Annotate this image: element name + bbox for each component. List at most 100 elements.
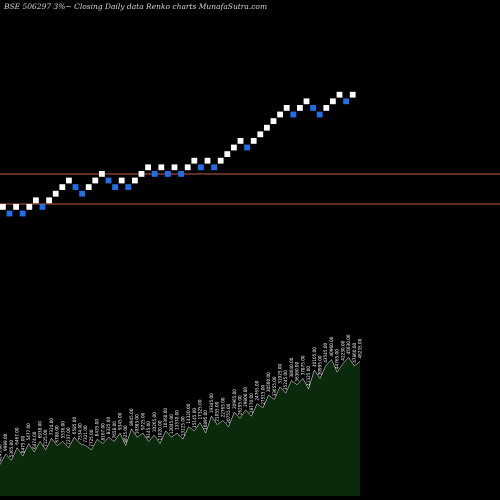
volume-label: 7725.00 <box>89 429 94 447</box>
volume-label: 16895.00 <box>203 410 208 430</box>
renko-brick-up <box>270 118 277 124</box>
volume-label: 45630.00 <box>346 334 351 354</box>
volume-label: 15145.00 <box>192 408 197 428</box>
volume-label: 31925.00 <box>278 363 283 383</box>
volume-label: 40105.00 <box>312 347 317 367</box>
renko-brick-up <box>330 98 336 105</box>
volume-label: 43545.00 <box>323 342 328 362</box>
renko-brick-up <box>66 177 72 184</box>
volume-label: 30560.00 <box>266 372 271 392</box>
renko-brick-up <box>224 151 231 157</box>
renko-brick-down <box>165 171 171 177</box>
renko-brick-up <box>118 177 125 184</box>
volume-label: 7125.00 <box>43 429 48 447</box>
volume-label: 37875.00 <box>300 355 305 375</box>
volume-label: 46235.00 <box>358 338 363 358</box>
renko-brick-up <box>85 184 92 190</box>
renko-brick-down <box>316 111 323 118</box>
renko-brick-up <box>297 105 303 111</box>
renko-brick-down <box>19 210 26 217</box>
renko-brick-up <box>33 197 39 204</box>
volume-label: 7534.00 <box>78 423 83 441</box>
renko-brick-up <box>132 177 138 184</box>
renko-brick-down <box>244 144 250 151</box>
volume-label: 7321.00 <box>83 425 88 443</box>
volume-label: 42230.00 <box>340 340 345 360</box>
renko-brick-down <box>6 210 13 217</box>
renko-brick-up <box>92 177 99 184</box>
volume-label: 8625.00 <box>123 425 128 443</box>
renko-brick-up <box>52 190 59 197</box>
volume-label: 4245.00 <box>0 444 3 462</box>
volume-label: 8167.00 <box>100 423 105 441</box>
volume-label: 33655.00 <box>272 376 277 396</box>
volume-label: 39995.00 <box>318 355 323 375</box>
volume-label: 9345.00 <box>118 412 123 430</box>
renko-brick-down <box>39 204 46 210</box>
renko-brick-down <box>343 98 349 105</box>
volume-label: 7237.00 <box>66 427 71 445</box>
volume-label: 35245.00 <box>283 370 288 390</box>
renko-brick-up <box>0 204 6 210</box>
renko-brick-down <box>112 184 118 190</box>
volume-label: 10360.00 <box>163 408 168 428</box>
renko-brick-up <box>59 184 66 190</box>
volume-label: 24765.00 <box>255 380 260 400</box>
volume-label: 6938.00 <box>38 421 43 439</box>
renko-brick-down <box>290 111 297 118</box>
renko-brick-up <box>46 197 52 204</box>
volume-label: 13125.00 <box>180 416 185 436</box>
volume-label: 8475.00 <box>20 435 25 453</box>
renko-brick-up <box>145 164 151 171</box>
volume-label: 29800.00 <box>243 387 248 407</box>
volume-label: 5477.00 <box>26 423 31 441</box>
renko-brick-up <box>336 91 343 98</box>
renko-brick-down <box>211 164 217 171</box>
renko-brick-down <box>105 177 112 184</box>
renko-brick-up <box>257 131 264 138</box>
renko-brick-down <box>198 164 204 171</box>
volume-label: 5365.00 <box>9 440 14 458</box>
volume-label: 14320.00 <box>186 403 191 423</box>
renko-brick-up <box>277 111 283 118</box>
renko-brick-up <box>204 157 211 164</box>
volume-area <box>0 357 360 496</box>
volume-label: 40960.00 <box>329 336 334 356</box>
volume-label: 6467.00 <box>15 427 20 445</box>
volume-label: 9145.00 <box>146 421 151 439</box>
volume-label: 47860.00 <box>352 342 357 362</box>
volume-label: 13570.00 <box>175 410 180 430</box>
renko-brick-up <box>349 91 356 98</box>
renko-brick-up <box>184 164 191 171</box>
renko-brick-up <box>250 138 257 144</box>
volume-label: 19345.00 <box>209 393 214 413</box>
volume-label: 27515.00 <box>260 384 265 404</box>
renko-brick-up <box>191 157 198 164</box>
renko-brick-up <box>171 164 178 171</box>
volume-label: 6788.00 <box>55 425 60 443</box>
volume-line <box>0 356 361 465</box>
chart-title: BSE 506297 3%~ Closing Daily data Renko … <box>3 2 267 11</box>
renko-brick-up <box>217 157 224 164</box>
reference-lines <box>0 173 500 205</box>
volume-label: 36360.00 <box>295 361 300 381</box>
volume-label: 21055.00 <box>215 401 220 421</box>
renko-bricks <box>0 91 356 217</box>
renko-brick-down <box>79 190 85 197</box>
renko-brick-up <box>264 124 270 131</box>
volume-label: 10385.00 <box>135 414 140 434</box>
renko-brick-up <box>303 98 310 105</box>
volume-label: 7324.00 <box>49 418 54 436</box>
volume-label: 22765.00 <box>220 397 225 417</box>
volume-label: 44765.00 <box>335 349 340 369</box>
volume-label: 20755.00 <box>226 403 231 423</box>
renko-brick-up <box>13 204 19 210</box>
renko-brick-up <box>237 138 244 144</box>
volume-label: 12045.00 <box>169 414 174 434</box>
volume-label: 38640.00 <box>289 357 294 377</box>
volume-label: 9989.00 <box>3 433 8 451</box>
volume-label: 10265.00 <box>152 412 157 432</box>
renko-brick-up <box>138 171 145 177</box>
volume-label: 20965.00 <box>232 389 237 409</box>
renko-brick-up <box>231 144 237 151</box>
